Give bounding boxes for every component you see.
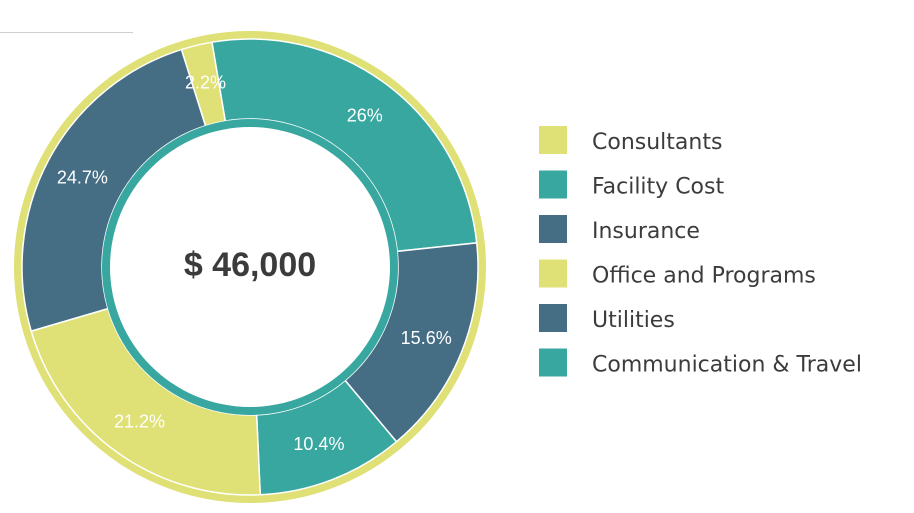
- slice-label-2: 26%: [347, 106, 383, 126]
- legend-swatch-5: [539, 304, 567, 332]
- legend-label-4: Office and Programs: [592, 264, 816, 289]
- slice-label-3: 15.6%: [401, 328, 452, 348]
- legend-label-2: Facility Cost: [592, 175, 724, 200]
- legend-label-5: Utilities: [592, 308, 675, 333]
- legend-swatch-3: [539, 215, 567, 243]
- slice-label-6: 24.7%: [57, 168, 108, 188]
- slice-labels: 2.2% 26% 15.6% 10.4% 21.2% 24.7%: [57, 72, 452, 454]
- slice-label-4: 10.4%: [293, 434, 344, 454]
- donut-slice-2[interactable]: [211, 38, 478, 253]
- center-total-label: $ 46,000: [184, 246, 316, 284]
- donut-hole: [110, 127, 390, 407]
- donut-slices: [14, 31, 486, 503]
- slice-label-5: 21.2%: [114, 412, 165, 432]
- chart-legend: Consultants Facility Cost Insurance Office …: [539, 126, 862, 378]
- legend-swatch-4: [539, 259, 567, 288]
- legend-label-6: Communication & Travel: [592, 353, 862, 378]
- legend-swatch-2: [539, 170, 567, 199]
- legend-swatch-6: [539, 348, 567, 377]
- legend-swatch-1: [539, 126, 567, 154]
- slice-label-1: 2.2%: [185, 72, 226, 92]
- top-divider: [0, 32, 133, 33]
- legend-label-3: Insurance: [592, 219, 700, 244]
- legend-label-1: Consultants: [592, 130, 722, 155]
